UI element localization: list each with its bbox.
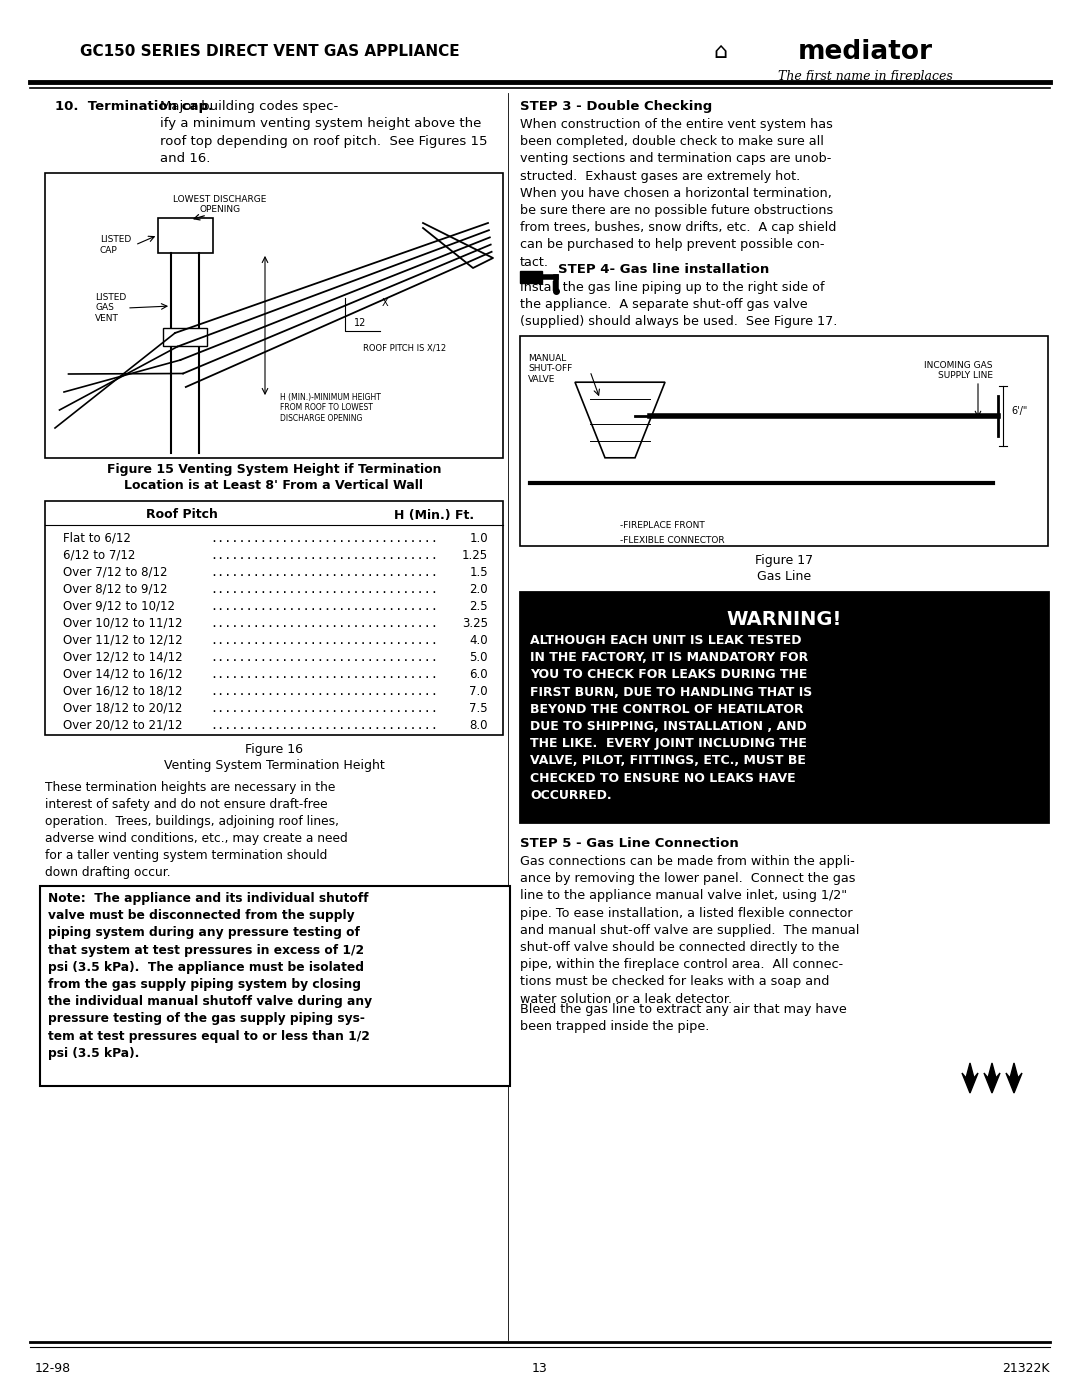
Text: 4.0: 4.0 <box>470 634 488 647</box>
Text: ................................: ................................ <box>210 701 438 715</box>
Text: 1.25: 1.25 <box>462 549 488 562</box>
Text: 6.0: 6.0 <box>470 668 488 680</box>
Text: 1.5: 1.5 <box>470 566 488 578</box>
Text: ................................: ................................ <box>210 685 438 698</box>
Text: 6/12 to 7/12: 6/12 to 7/12 <box>63 549 139 562</box>
Text: 13: 13 <box>532 1362 548 1375</box>
Bar <box>519 592 1048 821</box>
Bar <box>158 218 213 253</box>
Text: ALTHOUGH EACH UNIT IS LEAK TESTED
IN THE FACTORY, IT IS MANDATORY FOR
YOU TO CHE: ALTHOUGH EACH UNIT IS LEAK TESTED IN THE… <box>530 634 812 802</box>
Text: The first name in fireplaces: The first name in fireplaces <box>778 70 953 82</box>
Text: ................................: ................................ <box>210 634 438 647</box>
Text: mediator: mediator <box>797 39 932 66</box>
Text: LOWEST DISCHARGE
OPENING: LOWEST DISCHARGE OPENING <box>173 196 267 214</box>
Bar <box>40 886 510 1085</box>
Text: GC150 SERIES DIRECT VENT GAS APPLIANCE: GC150 SERIES DIRECT VENT GAS APPLIANCE <box>80 45 460 60</box>
Text: Note:  The appliance and its individual shutoff
valve must be disconnected from : Note: The appliance and its individual s… <box>48 893 373 1060</box>
Text: 2.0: 2.0 <box>470 583 488 597</box>
Text: MANUAL
SHUT-OFF
VALVE: MANUAL SHUT-OFF VALVE <box>528 353 572 384</box>
Text: LISTED
CAP: LISTED CAP <box>100 235 132 254</box>
Bar <box>519 271 542 284</box>
Polygon shape <box>575 383 665 458</box>
Text: 6'/": 6'/" <box>1011 405 1027 416</box>
Text: Figure 16: Figure 16 <box>245 743 303 756</box>
Text: 1.0: 1.0 <box>470 532 488 545</box>
Text: Over 20/12 to 21/12: Over 20/12 to 21/12 <box>63 719 186 732</box>
Polygon shape <box>962 1063 978 1092</box>
Text: 5.0: 5.0 <box>470 651 488 664</box>
Text: 8.0: 8.0 <box>470 719 488 732</box>
Text: ................................: ................................ <box>210 566 438 578</box>
Text: ................................: ................................ <box>210 719 438 732</box>
Polygon shape <box>1005 1063 1022 1092</box>
Text: 7.0: 7.0 <box>470 685 488 698</box>
Text: ................................: ................................ <box>210 651 438 664</box>
Text: Over 12/12 to 14/12: Over 12/12 to 14/12 <box>63 651 187 664</box>
Text: ................................: ................................ <box>210 549 438 562</box>
Text: Location is at Least 8' From a Vertical Wall: Location is at Least 8' From a Vertical … <box>124 479 423 492</box>
Text: ................................: ................................ <box>210 583 438 597</box>
Text: 7.5: 7.5 <box>470 701 488 715</box>
Text: 21322K: 21322K <box>1002 1362 1050 1375</box>
Text: ................................: ................................ <box>210 617 438 630</box>
Text: Over 18/12 to 20/12: Over 18/12 to 20/12 <box>63 701 186 715</box>
Text: Venting System Termination Height: Venting System Termination Height <box>164 759 384 773</box>
Text: H (Min.) Ft.: H (Min.) Ft. <box>394 509 474 521</box>
Text: X: X <box>381 298 389 307</box>
Text: 12: 12 <box>354 319 366 328</box>
Text: WARNING!: WARNING! <box>727 610 841 629</box>
Text: 10.  Termination cap.: 10. Termination cap. <box>55 101 213 113</box>
Text: Over 9/12 to 10/12: Over 9/12 to 10/12 <box>63 599 179 613</box>
Text: STEP 5 - Gas Line Connection: STEP 5 - Gas Line Connection <box>519 837 739 849</box>
Text: These termination heights are necessary in the
interest of safety and do not ens: These termination heights are necessary … <box>45 781 348 879</box>
Text: ⌂: ⌂ <box>713 42 727 61</box>
Text: -FIREPLACE FRONT: -FIREPLACE FRONT <box>620 521 705 529</box>
Bar <box>45 173 503 458</box>
Text: Major building codes spec-
ify a minimum venting system height above the
roof to: Major building codes spec- ify a minimum… <box>160 101 487 165</box>
Text: Flat to 6/12: Flat to 6/12 <box>63 532 135 545</box>
Bar <box>163 328 207 346</box>
Bar <box>45 502 503 735</box>
Text: Gas Line: Gas Line <box>757 570 811 583</box>
Text: Gas connections can be made from within the appli-
ance by removing the lower pa: Gas connections can be made from within … <box>519 855 860 1006</box>
Text: When construction of the entire vent system has
been completed, double check to : When construction of the entire vent sys… <box>519 117 836 268</box>
Text: STEP 4- Gas line installation: STEP 4- Gas line installation <box>558 263 769 277</box>
Text: 12-98: 12-98 <box>35 1362 71 1375</box>
Text: 3.25: 3.25 <box>462 617 488 630</box>
Text: Bleed the gas line to extract any air that may have
been trapped inside the pipe: Bleed the gas line to extract any air th… <box>519 1003 847 1034</box>
Text: ROOF PITCH IS X/12: ROOF PITCH IS X/12 <box>364 344 446 352</box>
Text: Over 14/12 to 16/12: Over 14/12 to 16/12 <box>63 668 187 680</box>
Text: Over 8/12 to 9/12: Over 8/12 to 9/12 <box>63 583 172 597</box>
Text: Over 16/12 to 18/12: Over 16/12 to 18/12 <box>63 685 186 698</box>
Text: 2.5: 2.5 <box>470 599 488 613</box>
Text: Install the gas line piping up to the right side of
the appliance.  A separate s: Install the gas line piping up to the ri… <box>519 281 837 328</box>
Polygon shape <box>984 1063 1000 1092</box>
Text: STEP 3 - Double Checking: STEP 3 - Double Checking <box>519 101 712 113</box>
Text: Over 10/12 to 11/12: Over 10/12 to 11/12 <box>63 617 186 630</box>
Text: Figure 15 Venting System Height if Termination: Figure 15 Venting System Height if Termi… <box>107 462 442 476</box>
Text: LISTED
GAS
VENT: LISTED GAS VENT <box>95 293 126 323</box>
Text: H (MIN.)-MINIMUM HEIGHT
FROM ROOF TO LOWEST
DISCHARGE OPENING: H (MIN.)-MINIMUM HEIGHT FROM ROOF TO LOW… <box>280 393 381 423</box>
Text: INCOMING GAS
SUPPLY LINE: INCOMING GAS SUPPLY LINE <box>924 360 993 380</box>
Text: Over 11/12 to 12/12: Over 11/12 to 12/12 <box>63 634 187 647</box>
Text: ................................: ................................ <box>210 532 438 545</box>
Bar <box>519 337 1048 546</box>
Text: ................................: ................................ <box>210 599 438 613</box>
Text: -FLEXIBLE CONNECTOR: -FLEXIBLE CONNECTOR <box>620 536 725 545</box>
Text: Figure 17: Figure 17 <box>755 555 813 567</box>
Text: Over 7/12 to 8/12: Over 7/12 to 8/12 <box>63 566 172 578</box>
Text: ................................: ................................ <box>210 668 438 680</box>
Text: Roof Pitch: Roof Pitch <box>147 509 218 521</box>
